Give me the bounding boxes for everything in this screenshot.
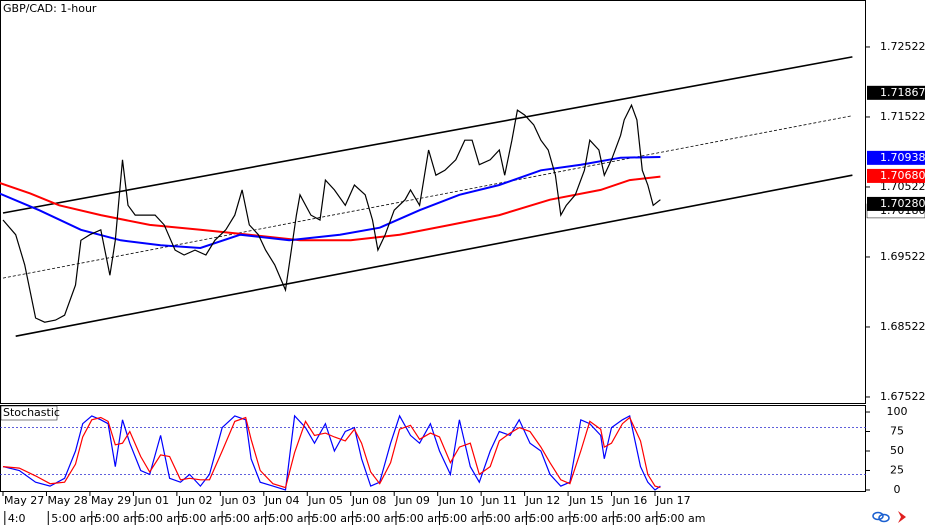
title-bg [1, 1, 97, 16]
y-tick-label: 75 [890, 425, 904, 438]
x-tick-label: Jun 03 [220, 494, 256, 507]
x-tick-label: Jun 09 [394, 494, 430, 507]
x-tick-label: May 28 [47, 494, 87, 507]
price-marker [867, 150, 925, 165]
y-tick-label: 1.68522 [880, 320, 925, 333]
price-marker-label: 1.71867 [880, 86, 925, 99]
x-tick-label: May 29 [91, 494, 131, 507]
x-tick-label: 5:00 am [660, 512, 706, 525]
y-tick-label: 0 [894, 483, 901, 496]
price-marker [867, 85, 925, 100]
price-marker-label: 1.70280 [880, 197, 925, 210]
x-tick-label: 5:00 am [573, 512, 619, 525]
x-tick-label: 5:00 am [442, 512, 488, 525]
y-tick-label: 1.71522 [880, 110, 925, 123]
y-tick-label: 50 [890, 444, 904, 457]
x-tick-label: 5:00 am [356, 512, 402, 525]
chart-title: GBP/CAD: 1-hour [3, 2, 97, 15]
x-tick-label: May 27 [4, 494, 44, 507]
x-tick-label: Jun 05 [307, 494, 343, 507]
trendline [15, 174, 853, 337]
y-tick-label: 1.67522 [880, 390, 925, 403]
x-tick-label: 5:00 am [95, 512, 141, 525]
price-marker [867, 168, 925, 183]
x-tick-label: Jun 04 [264, 494, 300, 507]
trendline [2, 115, 853, 279]
x-tick-label: 5:00 am [269, 512, 315, 525]
trendline [2, 56, 853, 214]
stochastic-label: Stochastic [3, 406, 60, 419]
x-tick-label: 5:00 am [399, 512, 445, 525]
main-panel [0, 0, 866, 404]
status-icons [872, 511, 906, 523]
x-tick-label: Jun 17 [655, 494, 691, 507]
x-tick-label: 5:00 am [616, 512, 662, 525]
x-tick-label: Jun 12 [525, 494, 561, 507]
x-tick-label: 5:00 am [138, 512, 184, 525]
x-tick-label: 5:00 am [182, 512, 228, 525]
x-tick-label: Jun 16 [612, 494, 648, 507]
x-tick-label: 5:00 am [529, 512, 575, 525]
axes: 1.67522 1.68522 1.69522 1.70522 1.71522 1.725… [2, 40, 925, 525]
y-tick-label: 1.72522 [880, 40, 925, 53]
x-tick-label: Jun 15 [568, 494, 604, 507]
x-tick-label: Jun 10 [438, 494, 474, 507]
stochastic-panel [0, 405, 866, 492]
stochastic-line [2, 416, 661, 489]
stochastic-plot [0, 414, 866, 491]
main-plot [0, 56, 853, 337]
price-marker-label: 1.70680 [880, 169, 925, 182]
y-tick-label: 1.69522 [880, 250, 925, 263]
price-marker-label: 1.70938 [880, 151, 925, 164]
y-tick-label: 100 [887, 405, 908, 418]
x-tick-label: 5:00 am [486, 512, 532, 525]
x-tick-label: Jun 08 [351, 494, 387, 507]
x-tick-label: 5:00 am [225, 512, 271, 525]
price-marker [867, 196, 925, 211]
x-tick-label: Jun 02 [177, 494, 213, 507]
x-tick-label: 4:0 [8, 512, 26, 525]
y-tick-label: 25 [890, 463, 904, 476]
moving-average [0, 156, 661, 250]
price-line [2, 103, 661, 323]
x-tick-label: 5:00 am [51, 512, 97, 525]
x-tick-label: Jun 01 [133, 494, 169, 507]
x-tick-label: Jun 11 [481, 494, 517, 507]
x-tick-label: 5:00 am [312, 512, 358, 525]
y-tick-label: 1.70522 [880, 180, 925, 193]
stochastic-label-bg [0, 405, 58, 421]
